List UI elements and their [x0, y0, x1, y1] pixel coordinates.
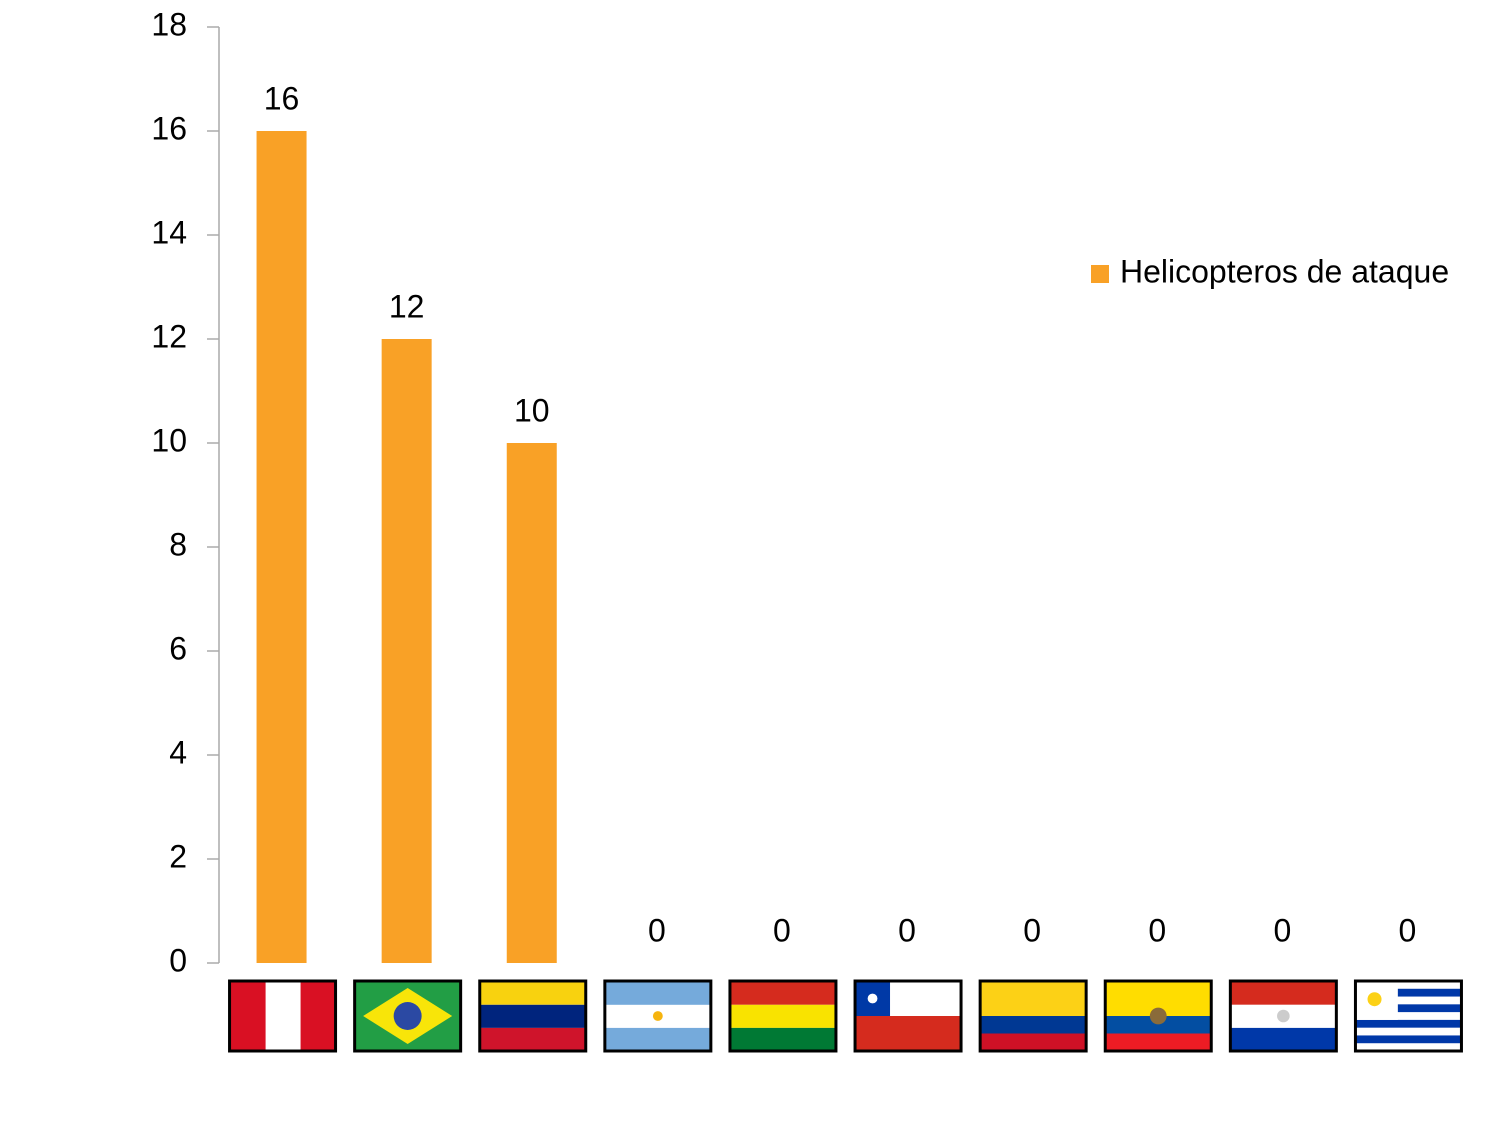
flag-part: [393, 1002, 422, 1030]
data-label: 10: [514, 392, 550, 428]
data-label: 0: [1399, 912, 1417, 948]
data-label: 0: [1023, 912, 1041, 948]
flag-part: [980, 981, 1087, 1016]
y-tick-label: 18: [151, 6, 187, 42]
flag-part: [1105, 1033, 1212, 1051]
flag: [728, 979, 838, 1053]
flag-part: [1355, 1019, 1462, 1028]
flag-part: [1230, 1027, 1337, 1051]
flag-border: [478, 979, 588, 1053]
legend-swatch: [1091, 265, 1109, 283]
flag-part: [1277, 1009, 1290, 1023]
flag-part: [1149, 1007, 1167, 1025]
bar: [381, 339, 432, 963]
flag-border: [1103, 979, 1213, 1053]
flag-border: [853, 979, 963, 1053]
bar: [256, 131, 307, 963]
data-label: 0: [648, 912, 666, 948]
flag-part: [729, 1004, 836, 1028]
flag-part: [479, 981, 586, 1005]
flag-part: [980, 1016, 1087, 1034]
flag-border: [978, 979, 1088, 1053]
flag-part: [479, 1004, 586, 1028]
flag-part: [867, 993, 878, 1004]
flag-part: [729, 1027, 836, 1051]
data-label: 0: [773, 912, 791, 948]
flag: [1353, 979, 1463, 1053]
y-tick-label: 0: [169, 942, 187, 978]
flag-border: [353, 979, 463, 1053]
data-label: 0: [898, 912, 916, 948]
flag-part: [1355, 1004, 1462, 1013]
flag-part: [855, 1016, 962, 1051]
data-label: 16: [264, 80, 300, 116]
flag-part: [1367, 992, 1382, 1007]
bar: [506, 443, 557, 963]
data-label: 12: [389, 288, 425, 324]
y-tick-label: 10: [151, 422, 187, 458]
flag-part: [1105, 1016, 1212, 1034]
flag-border: [1353, 979, 1463, 1053]
data-label: 0: [1273, 912, 1291, 948]
flag-part: [479, 1027, 586, 1051]
flag-part: [980, 1033, 1087, 1051]
y-tick-label: 12: [151, 318, 187, 354]
y-tick-label: 6: [169, 630, 187, 666]
flag: [478, 979, 588, 1053]
y-tick-label: 14: [151, 214, 187, 250]
flag-border: [228, 979, 338, 1053]
flag-border: [728, 979, 838, 1053]
flag: [228, 979, 338, 1053]
flag: [853, 979, 963, 1053]
flag-part: [652, 1011, 663, 1021]
flag-part: [1355, 988, 1462, 997]
flag-part: [729, 981, 836, 1005]
legend-label: Helicopteros de ataque: [1120, 253, 1449, 289]
flag: [353, 979, 463, 1053]
y-tick-label: 8: [169, 526, 187, 562]
y-tick-label: 4: [169, 734, 187, 770]
flag-border: [603, 979, 713, 1053]
flag: [603, 979, 713, 1053]
data-label: 0: [1148, 912, 1166, 948]
flag-part: [1355, 1035, 1462, 1044]
flag-part: [265, 981, 301, 1051]
y-tick-label: 2: [169, 838, 187, 874]
flag: [1103, 979, 1213, 1053]
flag: [978, 979, 1088, 1053]
flag: [1228, 979, 1338, 1053]
flag-part: [1230, 981, 1337, 1005]
flag-border: [1228, 979, 1338, 1053]
y-tick-label: 16: [151, 110, 187, 146]
